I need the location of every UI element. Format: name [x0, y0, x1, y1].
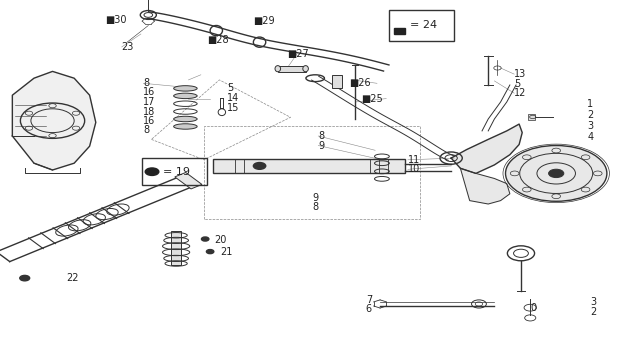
Circle shape [201, 237, 209, 241]
Circle shape [145, 168, 159, 175]
Text: 3: 3 [587, 121, 593, 131]
Text: 8: 8 [143, 78, 150, 88]
Circle shape [253, 163, 266, 169]
Text: 8: 8 [318, 131, 324, 141]
Polygon shape [460, 168, 510, 204]
Ellipse shape [303, 66, 308, 72]
Text: 7: 7 [366, 295, 372, 305]
Text: 1: 1 [587, 99, 593, 109]
Text: 6: 6 [366, 304, 372, 314]
Text: 2: 2 [590, 307, 596, 317]
Text: 15: 15 [227, 103, 240, 113]
Text: = 24: = 24 [410, 20, 438, 31]
Bar [277, 66, 305, 72]
Text: 16: 16 [143, 87, 156, 98]
Text: 4: 4 [587, 132, 593, 142]
Circle shape [506, 146, 607, 201]
Text: 23: 23 [122, 42, 134, 52]
Text: 5: 5 [514, 79, 520, 89]
Text: 17: 17 [143, 97, 156, 107]
Text: 2: 2 [587, 109, 593, 120]
Text: ■29: ■29 [253, 16, 275, 26]
Text: ■27: ■27 [287, 49, 309, 60]
Bar [142, 158, 207, 185]
Bar [171, 231, 181, 265]
Text: 0: 0 [530, 303, 536, 313]
Text: 12: 12 [514, 88, 527, 98]
Bar [394, 28, 405, 34]
Text: ■25: ■25 [362, 94, 383, 104]
Text: 9: 9 [318, 140, 324, 151]
Text: ■30: ■30 [105, 15, 127, 26]
Text: 20: 20 [214, 235, 227, 245]
Text: 8: 8 [312, 202, 318, 212]
Text: 9: 9 [312, 193, 318, 203]
Text: 5: 5 [227, 83, 234, 94]
Text: 21: 21 [220, 247, 232, 257]
Text: ■28: ■28 [207, 35, 229, 45]
Text: 16: 16 [143, 116, 156, 126]
Bar [528, 114, 535, 120]
Text: 8: 8 [143, 125, 150, 135]
Text: 18: 18 [143, 106, 156, 117]
Circle shape [549, 169, 564, 177]
Text: 10: 10 [408, 164, 420, 174]
Text: 14: 14 [227, 93, 240, 103]
Polygon shape [451, 124, 522, 173]
Text: ■26: ■26 [349, 78, 371, 88]
Polygon shape [12, 71, 96, 170]
Ellipse shape [174, 124, 197, 129]
Circle shape [20, 275, 30, 281]
Ellipse shape [174, 116, 197, 122]
Ellipse shape [275, 66, 281, 72]
Bar [389, 10, 454, 41]
Bar [213, 159, 405, 173]
Text: = 19: = 19 [163, 167, 190, 177]
Ellipse shape [174, 86, 197, 91]
Text: 22: 22 [67, 273, 79, 283]
Circle shape [206, 250, 214, 254]
Bar [332, 75, 342, 88]
Text: 11: 11 [408, 155, 420, 165]
Ellipse shape [174, 93, 197, 99]
Text: 3: 3 [590, 296, 596, 307]
Text: 13: 13 [514, 69, 527, 79]
Bar [175, 172, 202, 189]
